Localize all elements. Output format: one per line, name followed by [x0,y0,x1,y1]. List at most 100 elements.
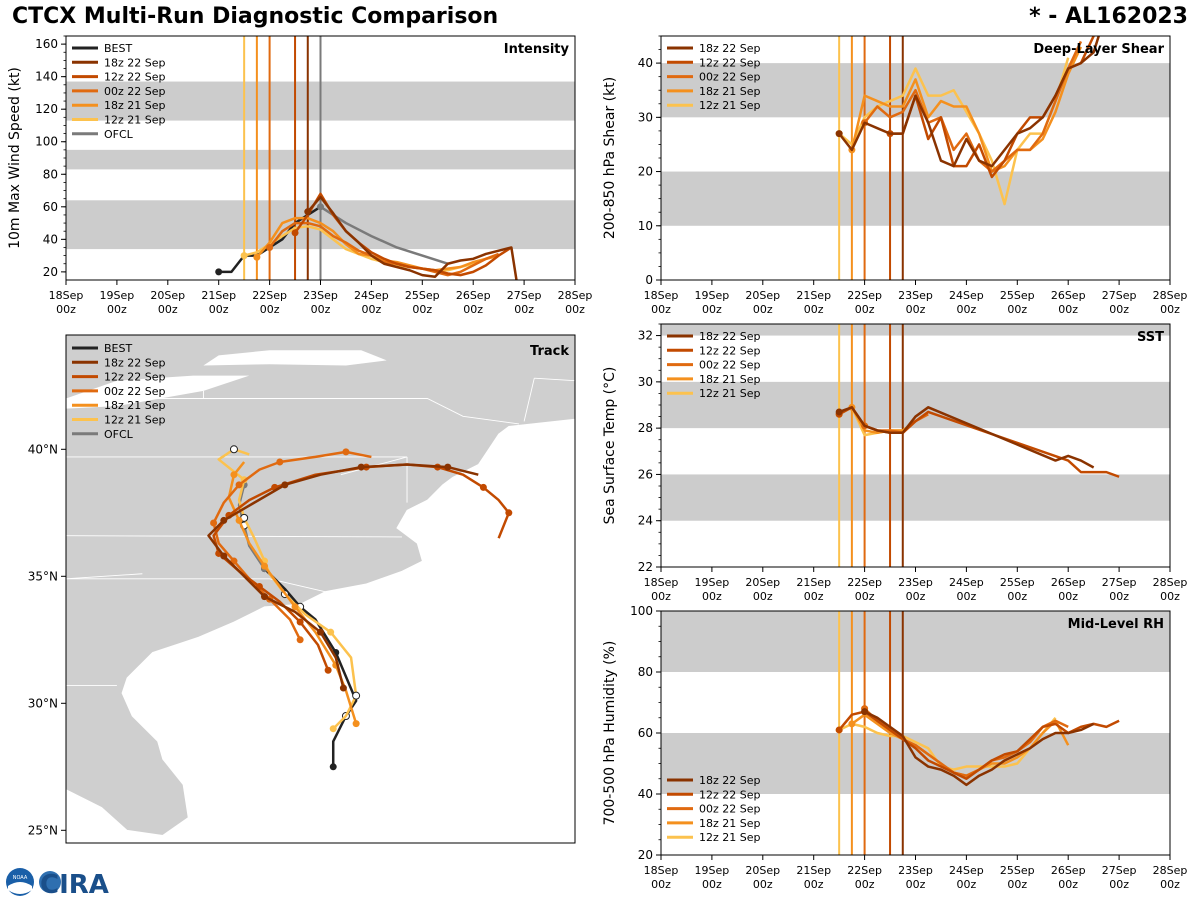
legend-label: 12z 22 Sep [699,56,761,69]
y-tick-label: 26 [638,467,653,481]
lake [203,350,387,366]
legend-label: 18z 22 Sep [699,42,761,55]
track-point [296,618,304,626]
chart-sst: 22 24 26 28 30 32 18Sep 00z 19Sep 00z 20Sep 00z 21Se… [602,323,1188,603]
series-start-dot [291,229,299,237]
x-tick-label: 20Sep 00z [150,289,185,316]
shaded-band [661,324,1170,336]
legend-label: 18z 21 Sep [699,85,761,98]
x-tick-label: 28Sep 00z [1153,576,1188,603]
track-point [342,448,350,456]
chart-intensity: 20 40 60 80 100 120 140 160 18Sep 00z 19Sep 00z 20Se… [7,35,592,316]
x-tick-label: 20Sep 00z [745,289,780,316]
legend-label: 18z 22 Sep [699,774,761,787]
series-line [268,221,500,277]
legend-label: 12z 21 Sep [699,831,761,844]
legend-label: 12z 22 Sep [699,344,761,357]
series-start-dot [848,720,856,728]
track-point [235,481,243,489]
legend-label: 00z 22 Sep [699,803,761,816]
track-point [230,471,238,479]
y-tick-label: 20 [638,165,653,179]
y-tick-label: 80 [638,665,653,679]
x-tick-label: 21Sep 00z [796,864,831,891]
series-start-dot [304,208,312,216]
legend-label: 00z 22 Sep [104,385,166,398]
track-line [207,463,479,689]
y-tick-label: 40 [638,56,653,70]
legend-label: 18z 21 Sep [104,99,166,112]
y-axis-label: 700-500 hPa Humidity (%) [602,641,618,826]
y-tick-label: 30 [638,110,653,124]
series-start-dot [835,130,843,138]
noaa-wave-icon [8,882,32,894]
series-layer [215,192,518,280]
y-tick-label: 22 [638,560,653,574]
panel-title: Track [530,344,569,359]
map-layer [66,335,575,843]
lat-tick-label: 30°N [28,696,58,710]
y-tick-label: 120 [35,102,58,116]
series-layer [835,36,1100,206]
panel-title: Mid-Level RH [1068,617,1164,632]
y-axis-label: Sea Surface Temp (°C) [602,367,618,525]
cira-wordmark: CIRA [40,870,109,898]
series-start-dot [861,708,869,716]
page-title: CTCX Multi-Run Diagnostic Comparison [12,4,499,29]
series-start-dot [835,408,843,416]
cira-logo: NOAA CIRA [6,868,109,898]
legend-label: BEST [104,342,132,355]
x-tick-label: 22Sep 00z [847,289,882,316]
track-point [479,483,487,491]
globe-icon [39,871,61,893]
panel-title: SST [1137,330,1164,345]
track-point [296,636,304,644]
legend-label: 12z 22 Sep [104,371,166,384]
series-line [838,406,1095,469]
legend-label: 12z 21 Sep [104,414,166,427]
x-tick-label: 19Sep 00z [695,576,730,603]
panel-title: Deep-Layer Shear [1033,42,1164,57]
track-line [212,463,511,671]
series-line [838,36,1100,168]
track-point [324,666,332,674]
x-tick-label: 24Sep 00z [949,289,984,316]
legend-label: 18z 21 Sep [699,817,761,830]
legend-label: 18z 21 Sep [699,373,761,386]
legend-label: 12z 21 Sep [699,99,761,112]
series-layer [835,705,1120,787]
lake [66,375,250,409]
x-tick-label: 25Sep 00z [1000,289,1035,316]
y-tick-label: 30 [638,375,653,389]
legend-label: 12z 22 Sep [104,71,166,84]
legend-label: 12z 22 Sep [699,788,761,801]
legend-label: 00z 22 Sep [699,71,761,84]
chart-rh: 20 40 60 80 100 18Sep 00z 19Sep 00z 20Sep 00z 21Sep… [602,604,1187,891]
y-tick-label: 10 [638,219,653,233]
x-tick-label: 27Sep 00z [507,289,542,316]
track-point [329,725,337,733]
x-tick-label: 23Sep 00z [898,289,933,316]
x-tick-label: 27Sep 00z [1102,289,1137,316]
x-tick-label: 28Sep 00z [1153,864,1188,891]
x-tick-label: 22Sep 00z [252,289,287,316]
x-tick-label: 24Sep 00z [949,576,984,603]
x-tick-label: 27Sep 00z [1102,576,1137,603]
legend-label: OFCL [104,428,134,441]
legend-label: 18z 21 Sep [104,399,166,412]
y-tick-label: 160 [35,37,58,51]
series-layer [835,403,1120,478]
x-tick-label: 19Sep 00z [100,289,135,316]
y-tick-label: 40 [638,787,653,801]
y-tick-label: 40 [43,232,58,246]
state-boundary [534,335,575,382]
track-point [281,481,289,489]
track-point [291,603,299,611]
lat-tick-label: 40°N [28,442,58,456]
shaded-band [661,611,1170,672]
x-tick-label: 27Sep 00z [1102,864,1137,891]
series-start-dot [835,726,843,734]
track-point [352,720,360,728]
track-point [329,763,337,771]
